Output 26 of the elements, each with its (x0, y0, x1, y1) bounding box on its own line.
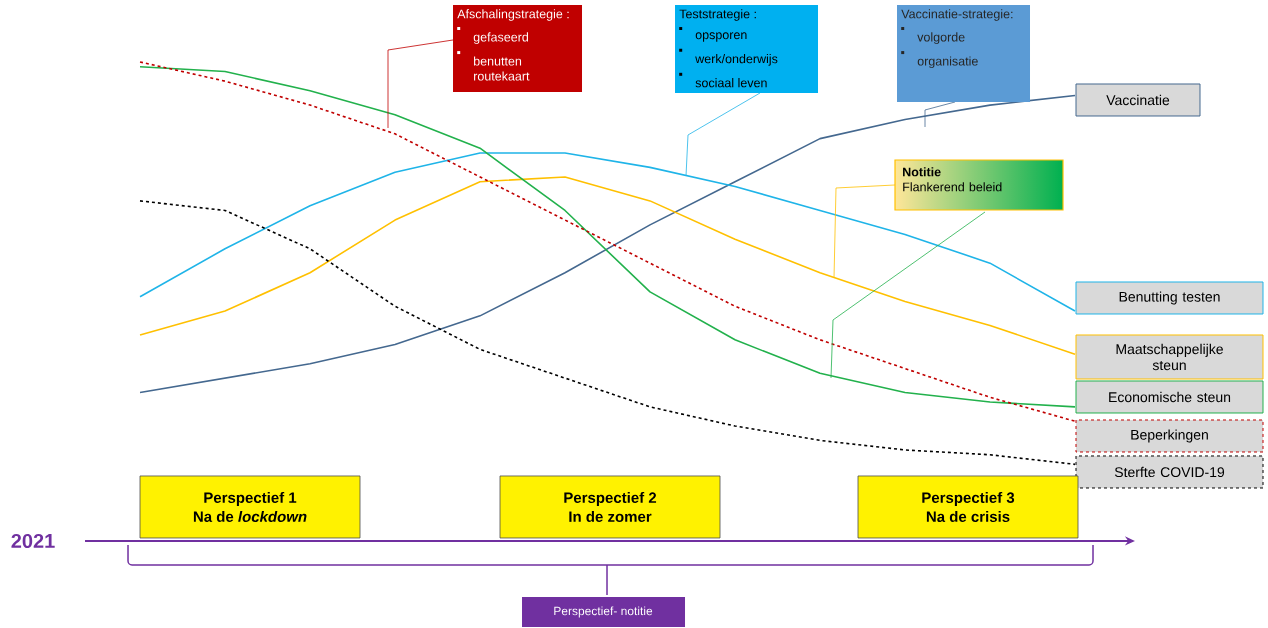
annotation: organisatie (917, 56, 978, 69)
text: Vaccinatie (1106, 94, 1170, 106)
text: volgorde (917, 32, 965, 44)
annotation: Perspectief 2 (564, 491, 657, 506)
text: Economische steun (1109, 391, 1231, 403)
annotation: Perspectief 3 (922, 491, 1015, 506)
text: Vaccinatie-strategie: (901, 9, 1013, 21)
annotation: Perspectief 1 (204, 491, 297, 506)
annotation: Na de lockdown (193, 510, 307, 522)
annotation: benutten routekaart (474, 56, 530, 81)
annotation: sociaal leven (695, 78, 767, 88)
annotation: In de zomer (569, 510, 652, 522)
annotation: Na de crisis (926, 510, 1010, 522)
text: opsporen (695, 32, 747, 42)
annotation: Flankerend beleid (903, 182, 1002, 192)
text: Teststrategie : (679, 9, 756, 21)
text: Perspectief- notitie (554, 606, 653, 618)
text: gefaseerd (473, 32, 528, 44)
text: Sterfte COVID-19 (1114, 466, 1225, 478)
text: Maatschappelijke steun (1116, 343, 1223, 371)
text: Afschalingstrategie : (457, 9, 569, 21)
text: 2021 (11, 533, 55, 549)
text: Benutting testen (1119, 291, 1220, 305)
annotation: Notitie (903, 167, 941, 177)
annotation: werk/onderwijs (695, 54, 778, 66)
text: Beperkingen (1131, 429, 1208, 443)
